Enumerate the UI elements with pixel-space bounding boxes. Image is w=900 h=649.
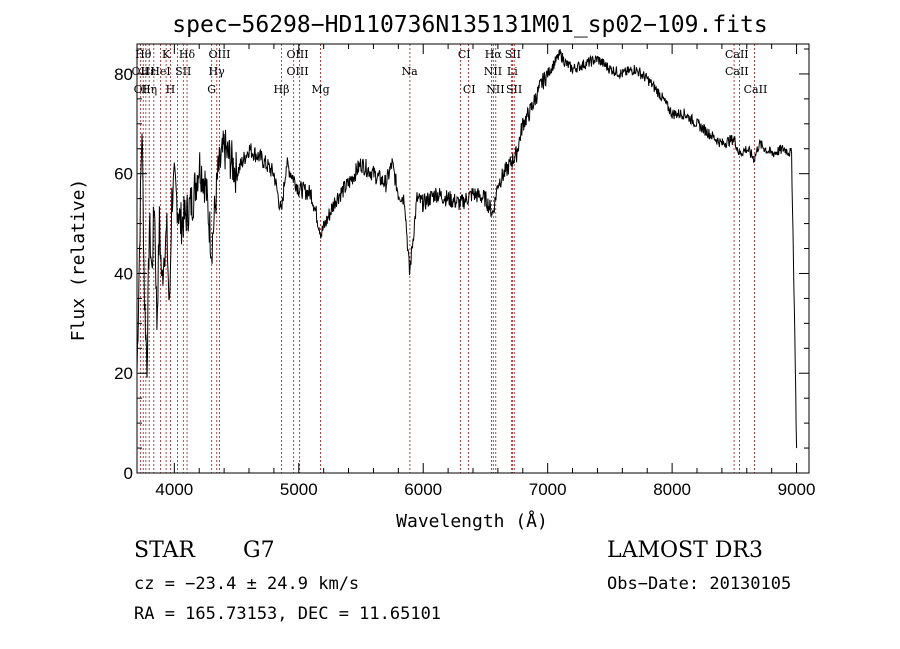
line-label: Hα bbox=[485, 48, 503, 61]
plot-frame bbox=[136, 43, 810, 474]
spectral-line-markers bbox=[139, 44, 755, 473]
line-label: Na bbox=[401, 65, 418, 78]
x-axis-ticks: 4000 5000 6000 7000 8000 9000 bbox=[155, 44, 815, 499]
line-label: K bbox=[162, 48, 171, 61]
line-label: CI bbox=[463, 83, 476, 96]
y-tick-label: 20 bbox=[114, 364, 133, 383]
line-label: CaII bbox=[725, 48, 749, 61]
survey-name: LAMOST DR3 bbox=[607, 538, 763, 563]
line-label: Hε bbox=[141, 65, 157, 78]
line-label: OIII bbox=[287, 65, 309, 78]
line-label: CaII bbox=[744, 83, 768, 96]
x-tick-label: 8000 bbox=[653, 480, 691, 499]
line-label: G bbox=[207, 83, 216, 96]
y-tick-label: 60 bbox=[114, 165, 133, 184]
line-label: SII bbox=[506, 83, 522, 96]
line-label: SII bbox=[175, 65, 191, 78]
x-tick-label: 6000 bbox=[404, 480, 442, 499]
observation-date: Obs−Date: 20130105 bbox=[607, 574, 792, 594]
line-label: Li bbox=[507, 65, 518, 78]
y-tick-label: 80 bbox=[114, 65, 133, 84]
line-label: CI bbox=[458, 48, 471, 61]
line-label: HeI bbox=[150, 65, 170, 78]
chart-title: spec−56298−HD110736N135131M01_sp02−109.f… bbox=[172, 12, 767, 38]
line-label: Hγ bbox=[209, 65, 226, 78]
y-axis-ticks: 0 20 40 60 80 bbox=[114, 48, 809, 483]
y-tick-label: 40 bbox=[114, 264, 133, 283]
x-axis-label: Wavelength (Å) bbox=[396, 510, 548, 532]
line-label: Hθ bbox=[135, 48, 152, 61]
y-tick-label: 0 bbox=[124, 464, 133, 483]
spectrum-line bbox=[136, 48, 798, 449]
line-label: OIII bbox=[208, 48, 230, 61]
line-label: OIII bbox=[287, 48, 309, 61]
x-tick-label: 9000 bbox=[778, 480, 816, 499]
x-tick-label: 7000 bbox=[529, 480, 567, 499]
x-tick-label: 5000 bbox=[280, 480, 318, 499]
object-class: STAR bbox=[134, 538, 195, 563]
x-tick-label: 4000 bbox=[155, 480, 193, 499]
redshift-cz: cz = −23.4 ± 24.9 km/s bbox=[134, 574, 360, 594]
line-label: Hη bbox=[141, 83, 157, 96]
line-label: Mg bbox=[311, 83, 329, 96]
object-subclass: G7 bbox=[243, 538, 275, 563]
line-label: SII bbox=[505, 48, 521, 61]
line-label: NII bbox=[484, 65, 502, 78]
line-label: NII bbox=[486, 83, 504, 96]
line-label: OII bbox=[132, 65, 150, 78]
line-label: Hβ bbox=[274, 83, 290, 96]
line-label: CaII bbox=[725, 65, 749, 78]
line-label: H bbox=[166, 83, 176, 96]
line-label: Hδ bbox=[179, 48, 196, 61]
y-axis-label: Flux (relative) bbox=[68, 179, 89, 342]
coordinates: RA = 165.73153, DEC = 11.65101 bbox=[134, 604, 442, 624]
